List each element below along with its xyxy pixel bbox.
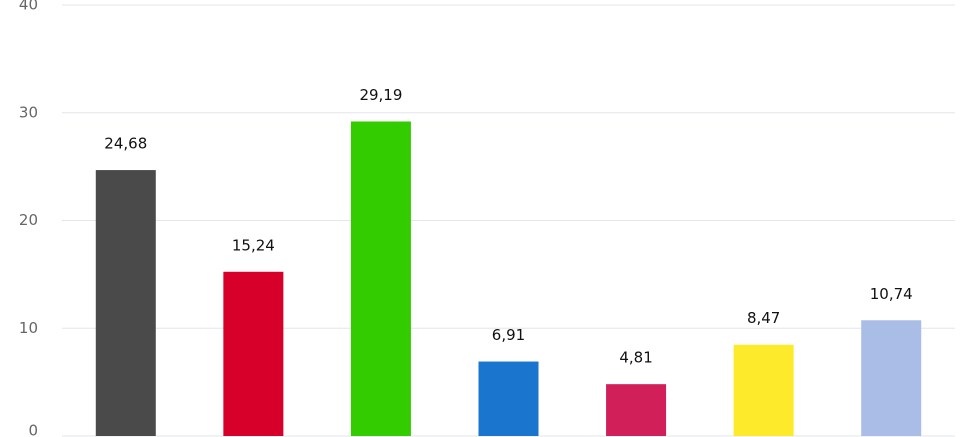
data-label: 29,19 [359, 86, 402, 104]
data-label: 8,47 [747, 309, 780, 327]
bar [606, 384, 667, 436]
data-label: 4,81 [619, 349, 652, 367]
y-tick-label: 0 [28, 422, 38, 437]
y-tick-label: 20 [19, 211, 38, 229]
bar [95, 170, 156, 436]
bar [733, 344, 794, 436]
bar [223, 271, 284, 436]
data-label: 24,68 [104, 135, 147, 153]
data-label: 6,91 [492, 326, 525, 344]
y-tick-label: 40 [19, 0, 38, 14]
bar [350, 121, 411, 436]
data-label: 10,74 [870, 285, 913, 303]
bar [861, 320, 922, 436]
data-label: 15,24 [232, 236, 275, 254]
y-tick-label: 10 [19, 319, 38, 337]
bar [478, 361, 539, 436]
y-tick-label: 30 [19, 103, 38, 121]
